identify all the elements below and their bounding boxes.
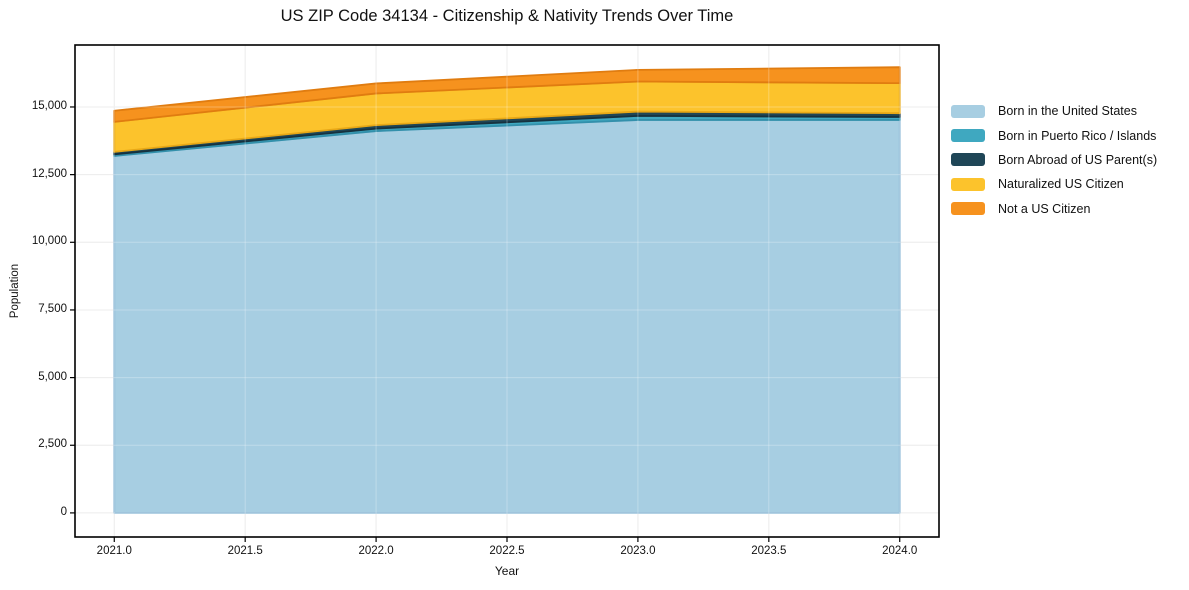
plot-area: [70, 44, 940, 542]
legend-swatch: [951, 129, 985, 143]
legend-item: Born Abroad of US Parent(s): [951, 148, 1157, 172]
x-tick-label: 2024.0: [882, 545, 918, 557]
y-tick-label: 10,000: [31, 235, 67, 248]
legend-label: Born Abroad of US Parent(s): [998, 152, 1158, 167]
x-tick-label: 2023.0: [620, 545, 656, 557]
y-axis-label: Population: [9, 263, 21, 319]
legend-label: Not a US Citizen: [998, 201, 1091, 216]
legend-item: Born in Puerto Rico / Islands: [951, 123, 1157, 147]
y-tick-label: 5,000: [38, 370, 67, 383]
legend-swatch: [951, 153, 985, 167]
legend-item: Not a US Citizen: [951, 197, 1157, 221]
y-tick-label: 0: [60, 505, 67, 518]
x-tick-label: 2023.5: [751, 545, 787, 557]
legend-swatch: [951, 104, 985, 118]
y-tick-label: 7,500: [38, 302, 67, 315]
legend-swatch: [951, 202, 985, 216]
y-tick-label: 15,000: [31, 99, 67, 112]
y-tick-label: 12,500: [31, 167, 67, 180]
legend-label: Born in the United States: [998, 104, 1137, 119]
x-tick-label: 2021.0: [96, 545, 132, 557]
x-tick-label: 2022.0: [358, 545, 394, 557]
area-series: [113, 66, 901, 123]
x-tick-label: 2022.5: [489, 545, 525, 557]
legend-item: Born in the United States: [951, 99, 1157, 123]
x-axis-label: Year: [494, 564, 520, 578]
legend-swatch: [951, 177, 985, 191]
legend: Born in the United States Born in Puerto …: [951, 99, 1157, 221]
legend-label: Born in Puerto Rico / Islands: [998, 128, 1157, 143]
legend-label: Naturalized US Citizen: [998, 177, 1124, 192]
chart-title: US ZIP Code 34134 - Citizenship & Nativi…: [280, 7, 734, 25]
x-tick-label: 2021.5: [227, 545, 263, 557]
y-tick-label: 2,500: [38, 438, 67, 451]
legend-item: Naturalized US Citizen: [951, 172, 1157, 196]
